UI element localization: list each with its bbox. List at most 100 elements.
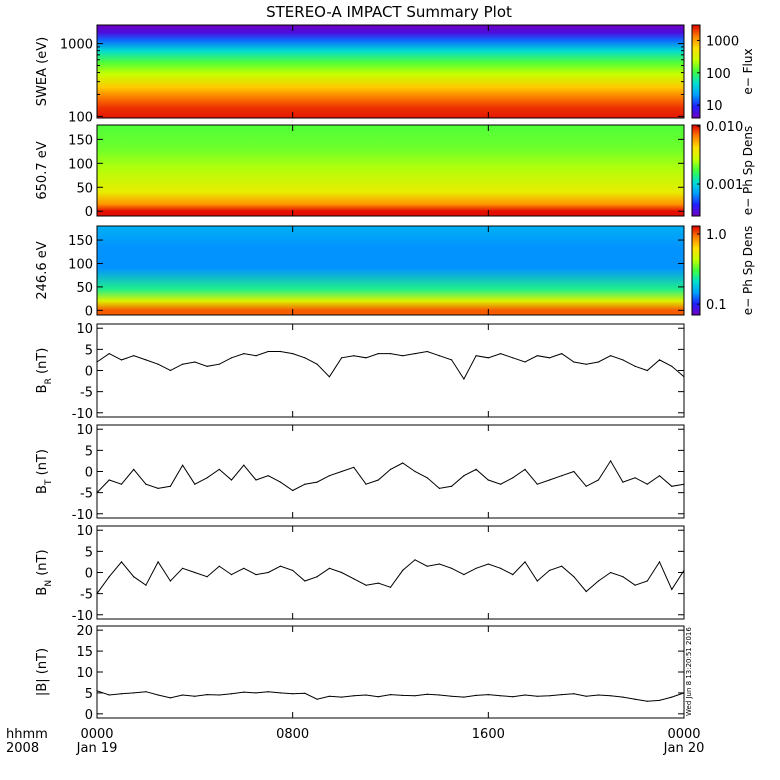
bn-point — [646, 580, 648, 582]
bmag-point — [573, 693, 575, 695]
ph650-heatmap — [97, 125, 684, 216]
br-point — [353, 355, 355, 357]
br-point — [169, 369, 171, 372]
bt-point — [120, 483, 123, 485]
br-point — [500, 353, 502, 355]
bn-ytick-label-2: 0 — [85, 567, 93, 582]
br-ytick-label-3: 5 — [85, 343, 93, 358]
bn-point — [279, 565, 281, 567]
swea-ytick-label-1: 1000 — [60, 38, 93, 53]
bn-point — [353, 578, 355, 580]
time-corner-label-hhmm: hhmm — [6, 727, 48, 742]
swea-colorbar-label: e− Flux — [741, 48, 755, 94]
br-point — [463, 378, 465, 380]
br-point — [120, 359, 123, 361]
bt-point — [377, 479, 379, 481]
bt-point — [487, 479, 489, 481]
ph246-colorbar-tick-label-0: 0.1 — [706, 298, 727, 313]
br-point — [414, 353, 416, 355]
bn-point — [683, 569, 685, 572]
ph650-ytick-label-3: 150 — [68, 133, 93, 148]
bn-point — [597, 580, 600, 582]
bn-point — [634, 584, 636, 586]
br-point — [646, 369, 648, 372]
bmag-point — [218, 694, 220, 696]
bt-point — [316, 481, 318, 483]
bt-frame — [96, 424, 685, 519]
bn-ylabel-unit: (nT) — [35, 549, 50, 579]
bmag-point — [475, 694, 477, 697]
ph246-colorbar-tick-label-1: 1.0 — [706, 228, 727, 243]
bmag-point — [365, 694, 367, 696]
ph246-colorbar-label: e− Ph Sp Dens — [741, 226, 755, 315]
bn-point — [316, 576, 318, 578]
panel-br: -10 -5 0 5 10 BR (nT) — [35, 322, 685, 422]
bn-point — [230, 574, 233, 576]
bt-point — [451, 485, 453, 487]
br-point — [548, 357, 551, 359]
swea-colorbar-tick-label-2: 1000 — [706, 34, 739, 49]
bmag-point — [610, 695, 612, 697]
bn-point — [169, 580, 171, 582]
bt-point — [328, 475, 330, 477]
br-point — [597, 361, 600, 363]
bt-point — [353, 466, 355, 468]
bn-point — [243, 567, 245, 569]
bmag-ylabel: |B| (nT) — [35, 648, 50, 696]
bt-point — [536, 483, 538, 485]
br-point — [573, 361, 575, 363]
ph650-ytick-label-0: 0 — [85, 205, 93, 220]
bmag-point — [292, 693, 294, 695]
bt-ytick-label-1: -5 — [80, 487, 93, 502]
br-point — [524, 361, 526, 363]
bmag-point — [463, 696, 465, 698]
bn-point — [182, 567, 184, 569]
br-frame — [96, 323, 685, 418]
br-point — [658, 359, 661, 361]
bn-point — [267, 571, 269, 574]
br-point — [194, 361, 196, 363]
bn-ylabel-subscript: N — [44, 580, 54, 587]
bmag-point — [451, 695, 453, 697]
bmag-point — [634, 698, 636, 700]
br-point — [585, 363, 587, 365]
bt-point — [658, 475, 661, 477]
bn-point — [108, 576, 110, 578]
swea-colorbar-tick-label-0: 10 — [706, 99, 723, 114]
bt-point — [671, 485, 673, 487]
bmag-point — [230, 693, 233, 695]
bn-point — [548, 569, 551, 572]
ph246-colorbar — [691, 225, 701, 316]
bmag-point — [133, 692, 135, 694]
br-ylabel-subscript: R — [44, 378, 54, 384]
bn-point — [671, 588, 673, 591]
time-tick-label-1: 0800 — [276, 727, 309, 742]
br-point — [512, 357, 514, 359]
swea-ylabel: SWEA (eV) — [35, 37, 50, 106]
bmag-point — [169, 697, 171, 699]
bn-point — [157, 561, 159, 563]
bn-point — [524, 561, 526, 563]
br-ylabel-unit: (nT) — [35, 348, 50, 378]
bmag-ytick-label-2: 10 — [76, 666, 93, 681]
bmag-point — [561, 694, 563, 696]
bt-point — [683, 483, 685, 485]
ph650-ytick-label-2: 100 — [68, 157, 93, 172]
bt-point — [500, 483, 502, 485]
bmag-point — [96, 690, 98, 692]
bn-point — [389, 586, 392, 588]
bt-point — [475, 468, 477, 470]
bn-point — [133, 576, 135, 578]
bn-point — [561, 565, 563, 567]
br-point — [634, 365, 636, 367]
bmag-point — [279, 692, 281, 694]
bn-ytick-label-1: -5 — [80, 588, 93, 603]
bt-ylabel-subscript: T — [44, 479, 54, 486]
bn-point — [145, 584, 147, 586]
bn-point — [475, 567, 477, 569]
bn-point — [426, 565, 428, 567]
bmag-point — [267, 691, 269, 693]
bmag-point — [414, 695, 416, 697]
bt-point — [597, 479, 600, 481]
